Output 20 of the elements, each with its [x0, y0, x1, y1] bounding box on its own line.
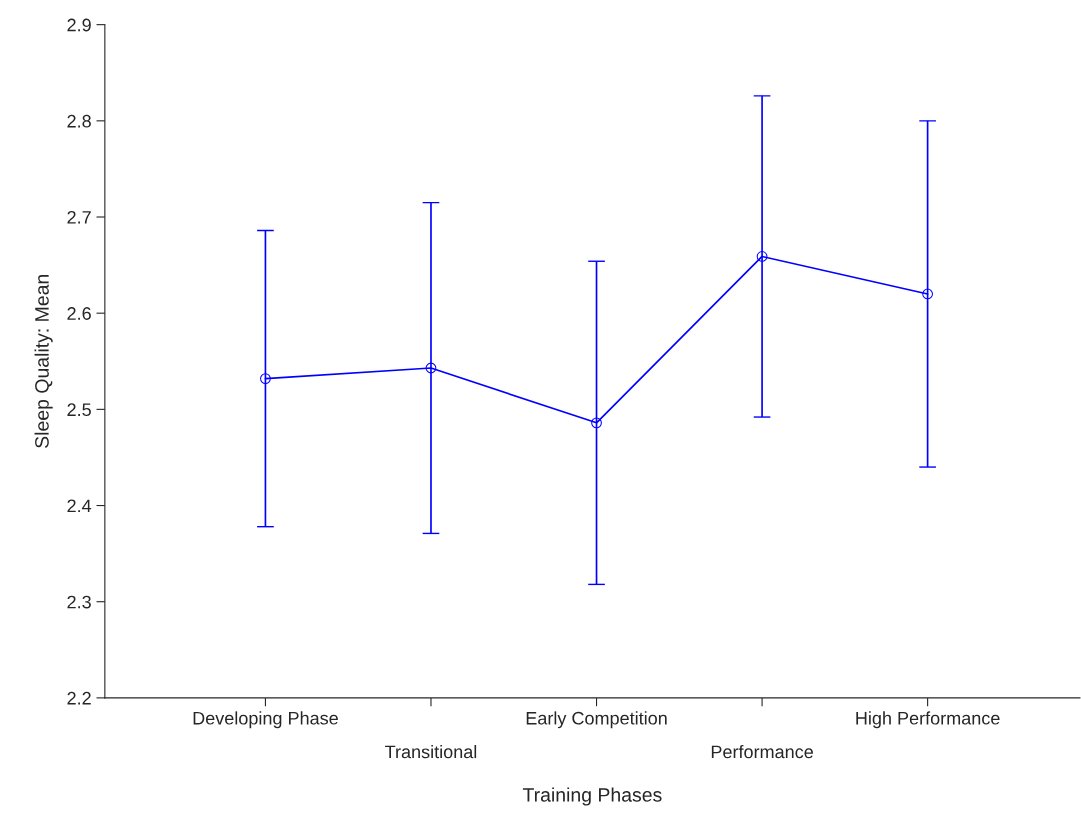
- point: [260, 373, 271, 384]
- y-tick-label: 2.6: [67, 307, 91, 320]
- x-tick-label: Performance: [711, 745, 813, 759]
- x-tick-label: High Performance: [856, 711, 1000, 729]
- point: [922, 288, 933, 300]
- point: [591, 417, 602, 429]
- x-tick-label: Transitional: [385, 745, 477, 759]
- y-tick-label: 2.9: [67, 18, 91, 32]
- point: [756, 251, 768, 262]
- y-tick-label: 2.2: [67, 691, 91, 705]
- x-axis-title: Training Phases: [522, 787, 662, 806]
- y-tick-label: 2.7: [67, 210, 91, 224]
- y-tick-label: 2.8: [67, 114, 91, 128]
- y-axis-title: Sleep Quality: Mean: [34, 274, 53, 448]
- y-tick-label: 2.4: [67, 499, 92, 513]
- y-tick-label: 2.5: [67, 403, 91, 417]
- y-tick-label: 2.3: [67, 595, 91, 609]
- x-tick-label: Early Competition: [526, 711, 667, 729]
- x-tick-label: Developing Phase: [193, 711, 338, 729]
- point: [425, 362, 437, 374]
